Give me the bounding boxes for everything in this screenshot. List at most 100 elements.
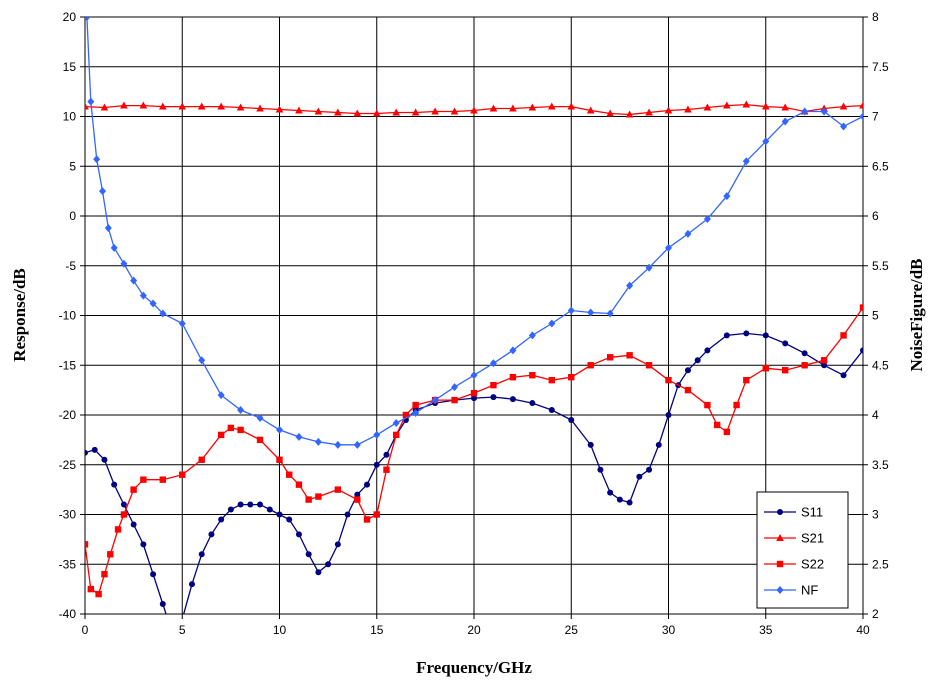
y-right-tick-label: 2	[872, 607, 879, 621]
legend-marker	[776, 560, 784, 568]
x-tick-label: 40	[856, 623, 870, 637]
data-point-s11	[529, 400, 536, 407]
data-point-nf	[587, 308, 595, 317]
data-point-s11	[373, 461, 380, 468]
data-point-nf	[509, 346, 517, 355]
data-point-s22	[120, 511, 128, 518]
data-point-s22	[733, 401, 740, 409]
x-tick-label: 0	[82, 623, 89, 637]
data-point-nf	[781, 117, 789, 126]
data-point-s22	[217, 431, 225, 439]
data-point-s22	[237, 426, 244, 434]
data-point-nf	[139, 291, 147, 300]
series-s21	[85, 100, 863, 118]
data-point-s11	[704, 347, 711, 354]
data-point-s21	[509, 104, 517, 112]
data-point-s21	[314, 107, 323, 115]
data-point-nf	[104, 223, 112, 232]
data-point-s22	[198, 456, 205, 463]
data-point-s21	[334, 108, 342, 116]
data-point-s22	[801, 362, 808, 369]
y-left-tick-label: -15	[59, 358, 77, 372]
data-point-nf	[489, 359, 497, 368]
series-line-s11	[85, 332, 863, 614]
x-tick-label: 5	[179, 623, 186, 637]
data-point-s11	[237, 501, 244, 508]
data-point-nf	[373, 430, 381, 439]
data-point-s21	[528, 103, 537, 111]
data-point-s21	[684, 105, 692, 113]
data-point-s22	[645, 362, 653, 369]
x-tick-label: 20	[467, 623, 481, 637]
data-point-s11	[266, 506, 273, 513]
data-point-nf	[99, 187, 107, 196]
y-right-tick-label: 2.5	[872, 557, 889, 571]
data-point-s22	[227, 424, 235, 432]
data-point-s11	[743, 330, 750, 337]
data-point-s11	[364, 481, 371, 488]
data-point-s21	[197, 102, 206, 110]
data-point-s21	[256, 104, 264, 112]
data-point-s21	[723, 101, 731, 109]
data-point-s21	[236, 103, 245, 111]
data-point-s21	[85, 102, 89, 110]
legend-item-s22: S22	[764, 557, 824, 572]
data-point-s21	[411, 108, 420, 116]
data-point-s11	[218, 516, 225, 523]
y-left-tick-label: -30	[59, 508, 77, 522]
legend-label: NF	[801, 583, 818, 598]
x-tick-label: 30	[662, 623, 676, 637]
y-right-tick-label: 8	[872, 10, 879, 24]
data-point-nf	[237, 406, 245, 415]
y-left-tick-label: 20	[63, 10, 77, 24]
y-right-tick-label: 6	[872, 209, 879, 223]
data-point-s22	[490, 381, 497, 389]
data-point-s11	[344, 511, 351, 518]
data-point-s11	[860, 347, 863, 354]
legend-item-s11: S11	[764, 505, 823, 520]
data-point-nf	[801, 107, 809, 116]
data-point-s22	[85, 541, 89, 548]
data-point-nf	[149, 299, 157, 308]
data-point-nf	[295, 432, 303, 441]
y-right-tick-label: 5	[872, 309, 879, 323]
data-point-s11	[655, 441, 662, 448]
y-right-tick-label: 3	[872, 508, 879, 522]
data-point-s22	[412, 401, 419, 409]
x-tick-label: 25	[565, 623, 579, 637]
data-point-s11	[801, 350, 808, 357]
data-point-s21	[159, 102, 167, 110]
data-point-s11	[305, 551, 312, 558]
data-point-s22	[402, 411, 410, 419]
data-point-s21	[839, 102, 848, 110]
data-point-s11	[150, 571, 157, 578]
data-point-nf	[120, 259, 128, 268]
data-point-s21	[139, 101, 148, 109]
data-point-s21	[120, 101, 128, 109]
series-s22	[85, 304, 863, 598]
data-point-s11	[257, 501, 264, 508]
data-point-s22	[665, 376, 672, 384]
data-point-s11	[636, 473, 643, 480]
data-point-s11	[227, 506, 234, 513]
data-point-s11	[315, 569, 322, 576]
y-right-tick-label: 4	[872, 408, 879, 422]
data-point-s22	[276, 456, 283, 463]
data-point-s21	[586, 106, 595, 114]
data-point-nf	[451, 383, 459, 392]
data-point-s21	[372, 109, 381, 117]
x-tick-label: 35	[759, 623, 773, 637]
data-point-nf	[548, 319, 556, 328]
data-point-s21	[548, 102, 556, 110]
data-point-s22	[383, 466, 390, 473]
data-point-s11	[383, 451, 390, 458]
data-point-s11	[159, 601, 166, 608]
data-point-s22	[587, 362, 594, 369]
data-point-s11	[276, 511, 283, 518]
series-layer	[85, 17, 863, 614]
data-point-s11	[490, 394, 497, 401]
data-point-s22	[286, 471, 293, 478]
data-point-s11	[198, 551, 205, 558]
data-point-nf	[606, 309, 614, 318]
data-point-s11	[111, 481, 118, 488]
